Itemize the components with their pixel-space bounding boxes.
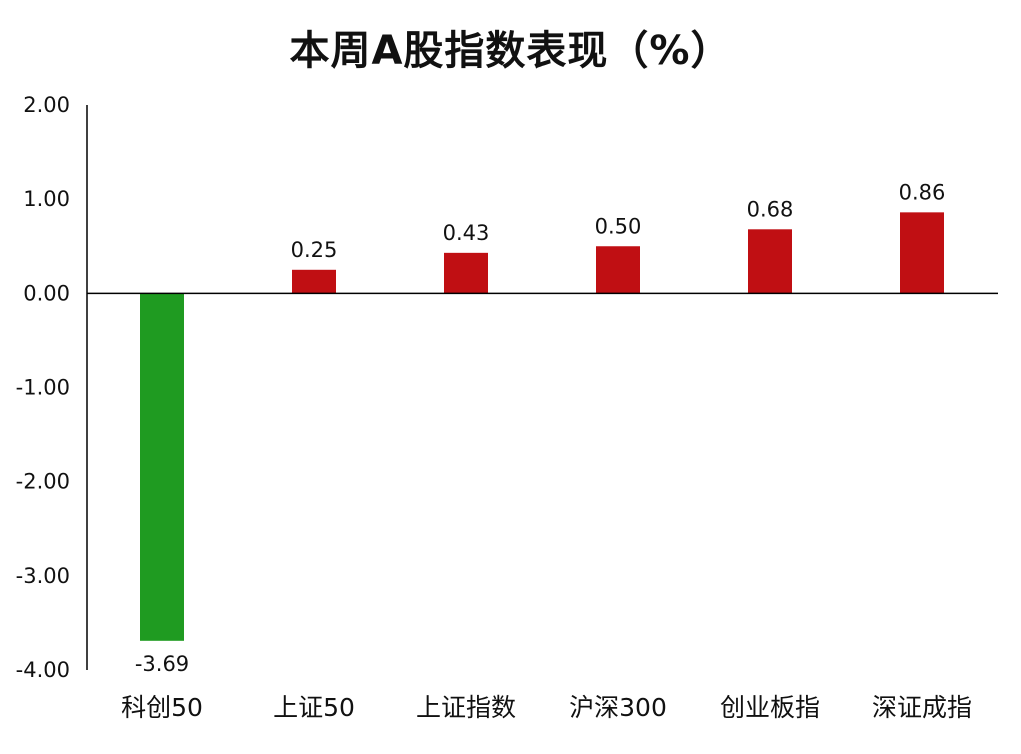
data-label: 0.68 bbox=[747, 197, 794, 221]
bar bbox=[900, 212, 944, 294]
data-label: 0.25 bbox=[291, 238, 338, 262]
category-label: 上证50 bbox=[273, 693, 355, 722]
bar bbox=[596, 246, 640, 294]
data-label: 0.86 bbox=[899, 180, 946, 204]
bar bbox=[444, 252, 488, 294]
bar bbox=[140, 293, 184, 641]
data-label: -3.69 bbox=[135, 652, 189, 676]
bar bbox=[748, 229, 792, 294]
category-label: 科创50 bbox=[121, 693, 203, 722]
chart-title: 本周A股指数表现（%） bbox=[289, 28, 732, 74]
category-label: 沪深300 bbox=[569, 693, 667, 722]
category-label: 深证成指 bbox=[872, 693, 972, 722]
y-tick-label: -3.00 bbox=[16, 564, 70, 588]
category-labels: 科创50 上证50 上证指数 沪深300 创业板指 深证成指 bbox=[121, 693, 972, 722]
y-tick-label: 1.00 bbox=[23, 187, 70, 211]
data-labels: -3.69 0.25 0.43 0.50 0.68 0.86 bbox=[135, 180, 946, 675]
y-tick-label: -2.00 bbox=[16, 470, 70, 494]
y-axis: 2.00 1.00 0.00 -1.00 -2.00 -3.00 -4.00 bbox=[16, 93, 88, 682]
bar bbox=[292, 269, 336, 294]
category-label: 创业板指 bbox=[720, 693, 820, 722]
y-tick-label: 0.00 bbox=[23, 281, 70, 305]
bars bbox=[140, 212, 944, 641]
data-label: 0.43 bbox=[443, 221, 490, 245]
y-tick-label: -4.00 bbox=[16, 658, 70, 682]
category-label: 上证指数 bbox=[416, 693, 516, 722]
y-tick-label: 2.00 bbox=[23, 93, 70, 117]
y-tick-label: -1.00 bbox=[16, 376, 70, 400]
data-label: 0.50 bbox=[595, 214, 642, 238]
